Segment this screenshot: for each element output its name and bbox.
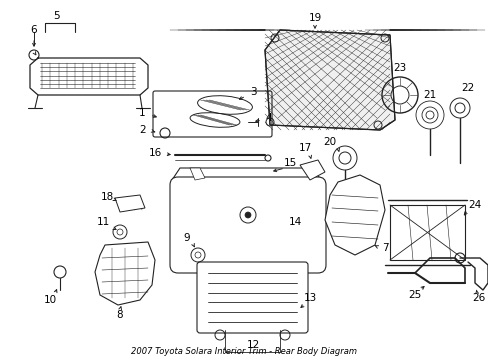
- FancyBboxPatch shape: [170, 177, 325, 273]
- Polygon shape: [172, 168, 321, 240]
- Text: 10: 10: [43, 295, 57, 305]
- Polygon shape: [264, 30, 394, 130]
- Text: 11: 11: [96, 217, 109, 227]
- Text: 2007 Toyota Solara Interior Trim - Rear Body Diagram: 2007 Toyota Solara Interior Trim - Rear …: [131, 347, 356, 356]
- FancyBboxPatch shape: [389, 205, 464, 260]
- Text: 24: 24: [468, 200, 481, 210]
- Text: 20: 20: [323, 137, 336, 147]
- Text: 9: 9: [183, 233, 190, 243]
- Polygon shape: [325, 175, 384, 255]
- Polygon shape: [95, 242, 155, 305]
- Text: 5: 5: [54, 11, 60, 21]
- Text: 3: 3: [249, 87, 256, 97]
- Text: 13: 13: [303, 293, 316, 303]
- Text: 25: 25: [407, 290, 421, 300]
- Text: 16: 16: [148, 148, 162, 158]
- Text: 21: 21: [423, 90, 436, 100]
- Text: 17: 17: [298, 143, 311, 153]
- Text: 14: 14: [288, 217, 301, 227]
- Text: 26: 26: [471, 293, 485, 303]
- Text: 4: 4: [265, 113, 272, 123]
- Polygon shape: [115, 195, 145, 212]
- Text: 1: 1: [139, 108, 145, 118]
- Text: 15: 15: [283, 158, 296, 168]
- Text: 8: 8: [117, 310, 123, 320]
- Text: 12: 12: [246, 340, 259, 350]
- Polygon shape: [299, 160, 325, 180]
- Text: 6: 6: [31, 25, 37, 35]
- Polygon shape: [190, 168, 204, 180]
- Text: 2: 2: [140, 125, 146, 135]
- Text: 19: 19: [308, 13, 321, 23]
- Text: 7: 7: [381, 243, 387, 253]
- Text: 18: 18: [100, 192, 113, 202]
- Text: 23: 23: [392, 63, 406, 73]
- Text: 22: 22: [461, 83, 474, 93]
- Circle shape: [244, 212, 250, 218]
- FancyBboxPatch shape: [197, 262, 307, 333]
